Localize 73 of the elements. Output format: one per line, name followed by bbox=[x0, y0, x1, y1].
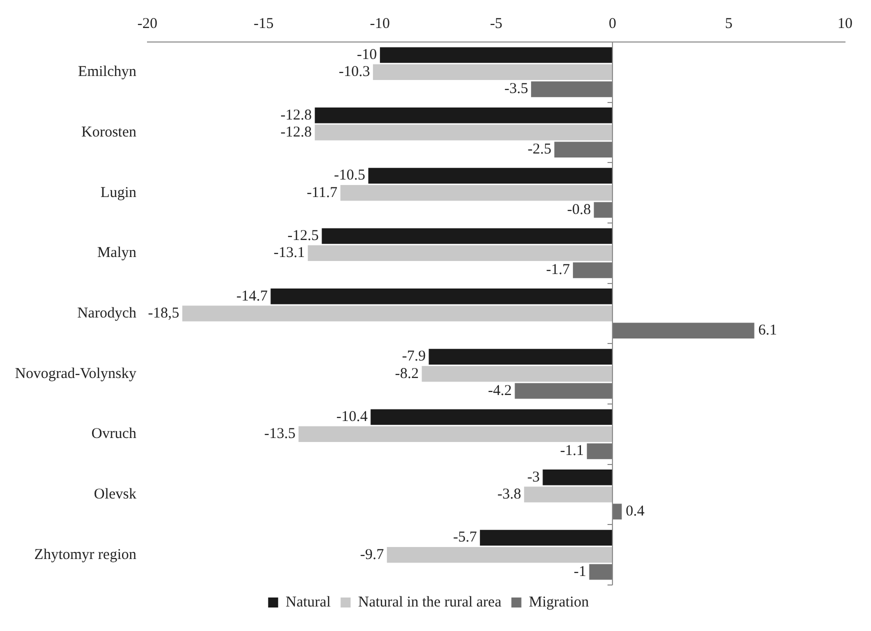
bar bbox=[572, 262, 612, 278]
bar bbox=[612, 322, 754, 338]
data-label: -14.7 bbox=[236, 288, 268, 304]
data-label: -7.9 bbox=[402, 348, 426, 365]
bar bbox=[531, 81, 612, 98]
bar bbox=[308, 245, 612, 262]
bar bbox=[480, 530, 612, 546]
data-label: -13.1 bbox=[274, 245, 305, 262]
bar bbox=[314, 108, 612, 124]
data-label: -13.5 bbox=[264, 426, 296, 442]
y-tick-label: Novograd-Volynsky bbox=[14, 366, 137, 382]
bar bbox=[368, 168, 612, 184]
data-label: -1.7 bbox=[546, 262, 570, 278]
bar bbox=[182, 306, 612, 322]
x-tick-label: -10 bbox=[370, 16, 390, 32]
y-tick-label: Emilchyn bbox=[78, 64, 137, 80]
bar bbox=[322, 228, 612, 244]
data-label: -3.5 bbox=[504, 81, 528, 98]
data-label: -8.2 bbox=[395, 366, 419, 382]
bar bbox=[586, 443, 612, 460]
data-label: 6.1 bbox=[758, 322, 778, 339]
data-label: -18,5 bbox=[148, 305, 180, 322]
x-tick-label: 0 bbox=[608, 16, 616, 32]
bar bbox=[422, 366, 612, 382]
bar bbox=[372, 64, 612, 80]
data-label: -9.7 bbox=[360, 546, 384, 563]
legend-label: Natural bbox=[286, 594, 331, 610]
bar bbox=[370, 409, 612, 425]
bar bbox=[428, 348, 612, 365]
x-tick-label: 10 bbox=[838, 16, 852, 32]
data-label: -11.7 bbox=[306, 184, 338, 201]
bar bbox=[612, 504, 622, 520]
y-tick-label: Korosten bbox=[81, 124, 137, 140]
y-tick-label: Malyn bbox=[97, 245, 137, 262]
bar bbox=[514, 383, 612, 399]
x-tick-label: 5 bbox=[724, 16, 732, 32]
data-label: -1 bbox=[574, 564, 586, 580]
bar bbox=[380, 47, 612, 63]
bar bbox=[270, 288, 612, 304]
y-tick-label: Lugin bbox=[100, 184, 137, 201]
data-label: -12.5 bbox=[288, 228, 319, 244]
data-label: -5.7 bbox=[453, 530, 478, 546]
data-label: -0.8 bbox=[567, 202, 591, 218]
x-tick-label: -5 bbox=[490, 16, 502, 32]
data-label: -4.2 bbox=[488, 382, 512, 399]
data-label: -12.8 bbox=[280, 124, 312, 140]
bar bbox=[524, 486, 612, 502]
bar bbox=[314, 124, 612, 140]
data-label: -10 bbox=[356, 47, 377, 64]
x-tick-label: -15 bbox=[254, 16, 274, 32]
legend-label: Migration bbox=[528, 594, 590, 610]
y-tick-label: Zhytomyr region bbox=[34, 546, 137, 563]
bar bbox=[340, 184, 612, 201]
x-tick-label: -20 bbox=[137, 16, 158, 32]
data-label: -3 bbox=[527, 469, 540, 486]
bar bbox=[542, 470, 612, 486]
data-label: -10.5 bbox=[334, 168, 366, 184]
bar bbox=[386, 546, 612, 563]
data-label: -10.4 bbox=[336, 409, 368, 426]
bar bbox=[298, 426, 612, 442]
data-label: -1.1 bbox=[560, 443, 584, 460]
data-label: -2.5 bbox=[528, 142, 552, 158]
y-tick-label: Olevsk bbox=[94, 486, 137, 502]
y-tick-label: Narodych bbox=[77, 305, 137, 322]
data-label: -12.8 bbox=[280, 107, 312, 124]
bar bbox=[554, 142, 612, 158]
y-tick-label: Ovruch bbox=[91, 426, 137, 442]
legend-label: Natural in the rural area bbox=[358, 594, 502, 610]
data-label: -3.8 bbox=[497, 486, 522, 502]
bar bbox=[589, 564, 612, 580]
bar bbox=[594, 202, 612, 218]
data-label: 0.4 bbox=[626, 504, 646, 520]
data-label: -10.3 bbox=[338, 64, 370, 80]
